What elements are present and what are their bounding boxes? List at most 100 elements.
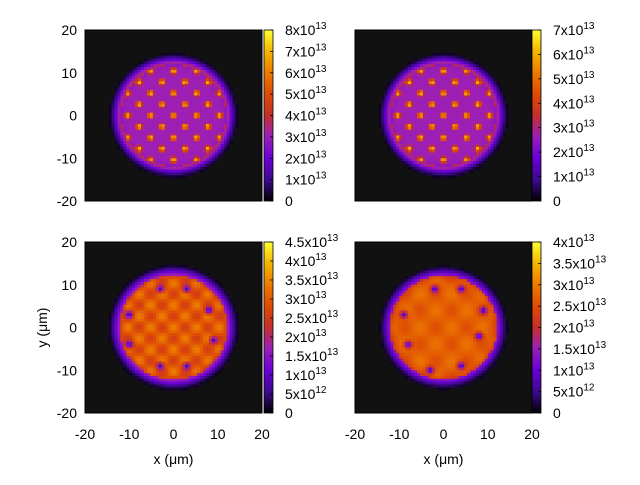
heatmap-cell bbox=[156, 56, 159, 59]
heatmap-cell bbox=[176, 282, 179, 285]
heatmap-cell bbox=[126, 339, 129, 342]
heatmap-cell bbox=[230, 308, 233, 311]
heatmap-cell bbox=[224, 319, 227, 322]
heatmap-cell bbox=[150, 147, 153, 150]
heatmap-cell bbox=[162, 101, 165, 104]
heatmap-cell bbox=[174, 373, 177, 376]
heatmap-cell bbox=[112, 316, 115, 319]
heatmap-cell bbox=[168, 288, 171, 291]
heatmap-cell bbox=[470, 285, 473, 288]
heatmap-cell bbox=[188, 170, 191, 173]
heatmap-cell bbox=[120, 296, 123, 299]
heatmap-cell bbox=[227, 147, 230, 150]
heatmap-cell bbox=[162, 70, 165, 73]
heatmap-cell bbox=[488, 288, 491, 291]
heatmap-cell bbox=[168, 59, 171, 62]
heatmap-cell bbox=[432, 107, 435, 110]
heatmap-cell bbox=[209, 336, 212, 339]
heatmap-cell bbox=[488, 118, 491, 121]
heatmap-cell bbox=[179, 333, 182, 336]
heatmap-cell bbox=[230, 113, 233, 116]
heatmap-cell bbox=[159, 170, 162, 173]
heatmap-cell bbox=[156, 365, 159, 368]
heatmap-cell bbox=[444, 296, 447, 299]
heatmap-cell bbox=[123, 296, 126, 299]
heatmap-cell bbox=[112, 116, 115, 119]
heatmap-cell bbox=[390, 133, 393, 136]
heatmap-cell bbox=[467, 124, 470, 127]
heatmap-cell bbox=[171, 367, 174, 370]
heatmap-cell bbox=[438, 279, 441, 282]
heatmap-cell bbox=[171, 144, 174, 147]
heatmap-cell bbox=[233, 330, 236, 333]
heatmap-cell bbox=[441, 147, 444, 150]
heatmap-cell bbox=[438, 124, 441, 127]
heatmap-cell bbox=[174, 61, 177, 64]
heatmap-cell bbox=[467, 167, 470, 170]
heatmap-cell bbox=[112, 345, 115, 348]
heatmap-cell bbox=[458, 164, 461, 167]
heatmap-cell bbox=[230, 336, 233, 339]
heatmap-cell bbox=[162, 299, 165, 302]
colorbar-tick-exponent: 13 bbox=[583, 70, 595, 81]
heatmap-cell bbox=[156, 268, 159, 271]
heatmap-cell bbox=[233, 339, 236, 342]
heatmap-cell bbox=[449, 175, 452, 178]
heatmap-cell bbox=[147, 158, 150, 161]
heatmap-cell bbox=[200, 161, 203, 164]
heatmap-cell bbox=[159, 116, 162, 119]
heatmap-cell bbox=[197, 116, 200, 119]
heatmap-cell bbox=[393, 135, 396, 138]
heatmap-cell bbox=[470, 164, 473, 167]
heatmap-cell bbox=[144, 302, 147, 305]
heatmap-cell bbox=[176, 135, 179, 138]
heatmap-cell bbox=[123, 98, 126, 101]
heatmap-cell bbox=[215, 350, 218, 353]
heatmap-cell bbox=[117, 339, 120, 342]
heatmap-cell bbox=[156, 116, 159, 119]
heatmap-cell bbox=[147, 336, 150, 339]
heatmap-cell bbox=[449, 59, 452, 62]
heatmap-cell bbox=[455, 59, 458, 62]
heatmap-cell bbox=[461, 138, 464, 141]
heatmap-cell bbox=[174, 110, 177, 113]
heatmap-cell bbox=[470, 144, 473, 147]
heatmap-cell bbox=[438, 98, 441, 101]
heatmap-cell bbox=[171, 370, 174, 373]
heatmap-cell bbox=[414, 118, 417, 121]
heatmap-cell bbox=[408, 138, 411, 141]
heatmap-cell bbox=[464, 107, 467, 110]
heatmap-cell bbox=[235, 104, 238, 107]
heatmap-cell bbox=[150, 84, 153, 87]
heatmap-cell bbox=[426, 101, 429, 104]
heatmap-cell bbox=[120, 356, 123, 359]
heatmap-cell bbox=[191, 158, 194, 161]
heatmap-cell bbox=[165, 330, 168, 333]
heatmap-cell bbox=[218, 90, 221, 93]
heatmap-cell bbox=[494, 84, 497, 87]
heatmap-cell bbox=[188, 87, 191, 90]
heatmap-cell bbox=[399, 113, 402, 116]
heatmap-cell bbox=[455, 173, 458, 176]
heatmap-cell bbox=[126, 81, 129, 84]
colorbar: 8x10137x10136x10135x10134x10133x10132x10… bbox=[264, 21, 327, 209]
heatmap-cell bbox=[405, 141, 408, 144]
heatmap-cell bbox=[444, 96, 447, 99]
heatmap-cell bbox=[200, 110, 203, 113]
heatmap-cell bbox=[188, 308, 191, 311]
heatmap-cell bbox=[224, 127, 227, 130]
heatmap-cell bbox=[141, 138, 144, 141]
heatmap-cell bbox=[159, 373, 162, 376]
heatmap-cell bbox=[162, 302, 165, 305]
heatmap-cell bbox=[156, 293, 159, 296]
heatmap-cell bbox=[191, 56, 194, 59]
heatmap-cell bbox=[414, 61, 417, 64]
heatmap-cell bbox=[420, 170, 423, 173]
heatmap-cell bbox=[458, 76, 461, 79]
heatmap-cell bbox=[476, 276, 479, 279]
heatmap-cell bbox=[129, 76, 132, 79]
heatmap-cell bbox=[132, 316, 135, 319]
heatmap-cell bbox=[230, 350, 233, 353]
heatmap-cell bbox=[188, 153, 191, 156]
heatmap-cell bbox=[153, 76, 156, 79]
